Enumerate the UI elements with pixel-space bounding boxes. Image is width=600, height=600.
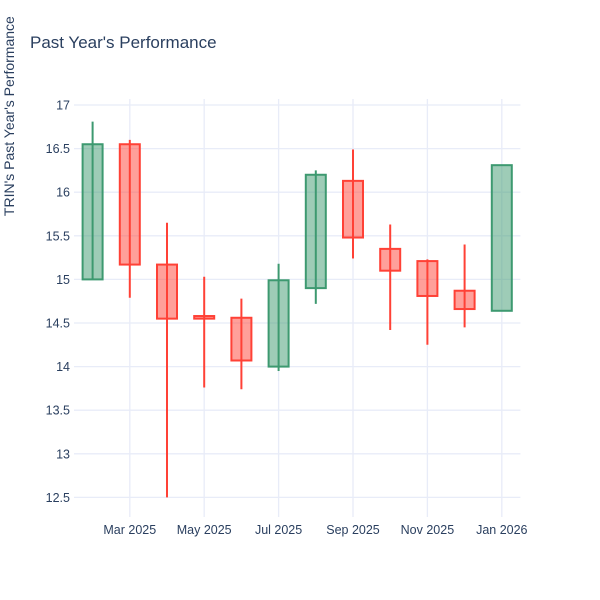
candle-feb-2025[interactable] xyxy=(81,121,104,281)
candle-body xyxy=(118,143,141,266)
y-tick-labels: 17 16.5 16 15.5 15 14.5 14 13.5 13 12.5 xyxy=(46,99,70,505)
x-tick-label: Nov 2025 xyxy=(401,523,455,537)
candle-jul-2025[interactable] xyxy=(267,263,290,371)
y-tick-label: 13.5 xyxy=(46,404,70,418)
horizontal-gridlines xyxy=(74,104,521,499)
y-tick-label: 16.5 xyxy=(46,142,70,156)
x-tick-label: Jul 2025 xyxy=(255,523,302,537)
candle-may-2025[interactable] xyxy=(193,276,216,388)
y-tick-label: 12.5 xyxy=(46,491,70,505)
y-tick-label: 15 xyxy=(56,273,70,287)
candle-body xyxy=(453,289,476,311)
x-tick-labels: Mar 2025 May 2025 Jul 2025 Sep 2025 Nov 2025… xyxy=(103,523,527,537)
candles xyxy=(81,121,513,498)
candle-body xyxy=(490,164,513,312)
y-tick-label: 13 xyxy=(56,447,70,461)
candle-body xyxy=(342,179,364,239)
candle-body xyxy=(416,260,439,297)
candle-apr-2025[interactable] xyxy=(156,222,178,498)
candle-body xyxy=(304,173,327,290)
candle-body xyxy=(81,143,104,281)
y-tick-label: 15.5 xyxy=(46,229,70,243)
chart-title: Past Year's Performance xyxy=(30,33,217,52)
candle-body xyxy=(193,315,216,320)
y-tick-label: 16 xyxy=(56,186,70,200)
candle-body xyxy=(156,263,178,320)
candle-mar-2025[interactable] xyxy=(118,139,141,298)
candle-jun-2025[interactable] xyxy=(230,298,253,390)
candle-nov-2025[interactable] xyxy=(416,259,439,345)
x-tick-label: May 2025 xyxy=(177,523,232,537)
candle-sep-2025[interactable] xyxy=(342,149,364,259)
y-tick-label: 14 xyxy=(56,360,70,374)
candle-body xyxy=(379,247,402,272)
candle-aug-2025[interactable] xyxy=(304,170,327,304)
y-tick-label: 14.5 xyxy=(46,317,70,331)
candle-jan-2026[interactable] xyxy=(490,164,513,312)
candle-body xyxy=(230,316,253,362)
candle-body xyxy=(267,279,290,368)
candle-dec-2025[interactable] xyxy=(453,244,476,328)
x-tick-label: Mar 2025 xyxy=(103,523,156,537)
candle-oct-2025[interactable] xyxy=(379,224,402,330)
x-tick-label: Jan 2026 xyxy=(476,523,527,537)
y-tick-label: 17 xyxy=(56,99,70,113)
x-tick-label: Sep 2025 xyxy=(326,523,380,537)
